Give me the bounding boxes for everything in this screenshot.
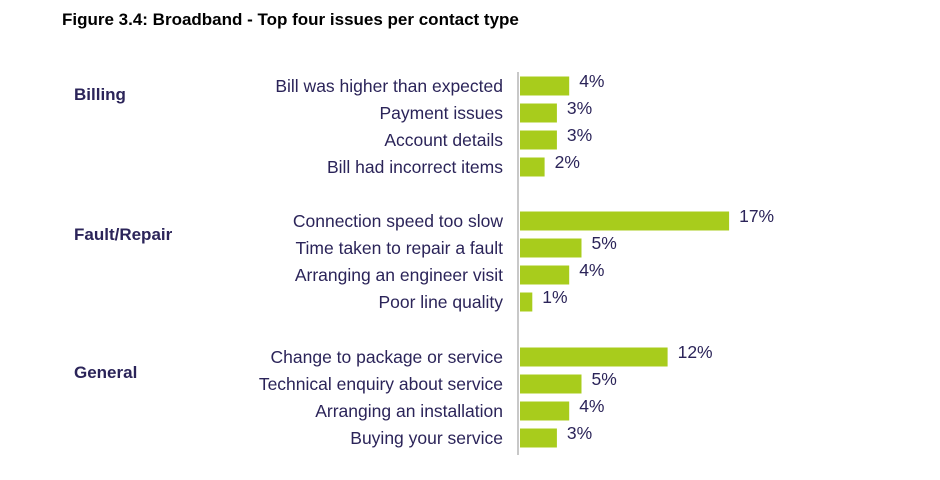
category-label-bill-was-higher-than-expected: Bill was higher than expected: [275, 76, 503, 96]
bar-payment-issues: [520, 103, 557, 123]
bar-poor-line-quality: [520, 292, 533, 312]
bar-change-to-package-or-service: [520, 347, 668, 367]
value-label-technical-enquiry-about-service: 5%: [592, 369, 617, 389]
bar-arranging-an-engineer-visit: [520, 265, 570, 285]
value-label-poor-line-quality: 1%: [542, 287, 567, 307]
value-label-payment-issues: 3%: [567, 98, 592, 118]
value-label-bill-had-incorrect-items: 2%: [555, 152, 580, 172]
value-label-account-details: 3%: [567, 125, 592, 145]
category-label-poor-line-quality: Poor line quality: [378, 292, 503, 312]
value-label-bill-was-higher-than-expected: 4%: [579, 71, 604, 91]
bar-bill-was-higher-than-expected: [520, 76, 570, 96]
category-label-payment-issues: Payment issues: [379, 103, 503, 123]
value-label-arranging-an-engineer-visit: 4%: [579, 260, 604, 280]
category-label-bill-had-incorrect-items: Bill had incorrect items: [327, 157, 503, 177]
bar-connection-speed-too-slow: [520, 211, 730, 231]
category-label-time-taken-to-repair-a-fault: Time taken to repair a fault: [295, 238, 503, 258]
value-label-arranging-an-installation: 4%: [579, 396, 604, 416]
category-label-account-details: Account details: [384, 130, 503, 150]
bar-time-taken-to-repair-a-fault: [520, 238, 582, 258]
bar-account-details: [520, 130, 557, 150]
bar-bill-had-incorrect-items: [520, 157, 545, 177]
group-label-general: General: [74, 363, 138, 382]
group-label-fault-repair: Fault/Repair: [74, 225, 173, 244]
category-label-arranging-an-installation: Arranging an installation: [315, 401, 503, 421]
value-label-buying-your-service: 3%: [567, 423, 592, 443]
value-label-connection-speed-too-slow: 17%: [739, 206, 774, 226]
bar-buying-your-service: [520, 428, 557, 448]
value-label-time-taken-to-repair-a-fault: 5%: [592, 233, 617, 253]
group-label-billing: Billing: [74, 85, 126, 104]
value-label-change-to-package-or-service: 12%: [678, 342, 713, 362]
category-label-buying-your-service: Buying your service: [350, 428, 503, 448]
category-label-change-to-package-or-service: Change to package or service: [271, 347, 504, 367]
category-label-technical-enquiry-about-service: Technical enquiry about service: [259, 374, 503, 394]
category-label-connection-speed-too-slow: Connection speed too slow: [293, 211, 503, 231]
bar-technical-enquiry-about-service: [520, 374, 582, 394]
category-label-arranging-an-engineer-visit: Arranging an engineer visit: [295, 265, 503, 285]
chart-title: Figure 3.4: Broadband - Top four issues …: [62, 10, 519, 29]
bar-arranging-an-installation: [520, 401, 570, 421]
